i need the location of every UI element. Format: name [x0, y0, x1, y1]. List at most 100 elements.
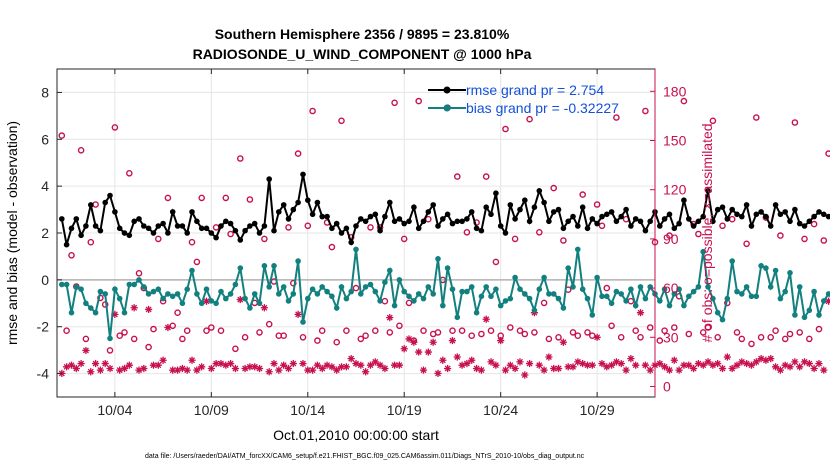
rmse-point	[198, 225, 205, 232]
possible-obs-point	[560, 237, 567, 244]
bias-point	[68, 309, 75, 316]
rmse-point	[541, 199, 547, 206]
bias-point	[295, 258, 301, 264]
possible-obs-point	[671, 324, 678, 331]
rmse-point	[440, 216, 446, 222]
bias-point	[401, 288, 408, 295]
assimilated-obs-point	[598, 359, 606, 368]
rmse-point	[483, 204, 490, 210]
assimilated-obs-point	[251, 363, 259, 371]
assimilated-obs-point	[72, 364, 80, 373]
rmse-point	[314, 199, 321, 206]
possible-obs-point	[256, 329, 263, 336]
assimilated-obs-point	[347, 355, 355, 363]
rmse-point	[92, 223, 99, 229]
rmse-point	[435, 223, 441, 229]
possible-obs-point	[772, 327, 779, 335]
assimilated-obs-point	[516, 358, 524, 366]
y2-tick-label: 150	[663, 133, 687, 149]
rmse-point	[324, 213, 330, 220]
assimilated-obs-point	[463, 359, 471, 368]
assimilated-obs-point	[357, 361, 365, 369]
bias-point	[763, 265, 769, 271]
possible-obs-point	[806, 335, 813, 343]
possible-obs-point	[506, 324, 514, 331]
bias-point	[198, 300, 205, 307]
bias-point	[517, 286, 523, 293]
possible-obs-point	[743, 240, 750, 248]
bias-point	[440, 302, 446, 309]
possible-obs-point	[261, 235, 268, 243]
bias-point	[642, 295, 649, 302]
rmse-point	[358, 216, 364, 222]
possible-obs-point	[646, 324, 654, 331]
bias-point	[208, 298, 215, 304]
bias-point	[796, 284, 803, 290]
bias-point	[358, 291, 364, 297]
possible-obs-point	[333, 338, 341, 346]
bias-point	[531, 307, 538, 314]
possible-obs-point	[453, 173, 461, 180]
bias-point	[179, 300, 186, 307]
possible-obs-point	[584, 329, 591, 336]
possible-obs-point	[531, 329, 538, 336]
possible-obs-point	[642, 107, 649, 115]
rmse-point	[671, 225, 678, 232]
possible-obs-point	[434, 329, 442, 336]
rmse-point	[121, 230, 128, 236]
assimilated-obs-point	[193, 366, 201, 374]
possible-obs-point	[198, 194, 205, 202]
possible-obs-point	[468, 332, 476, 340]
x-tick-label: 10/19	[387, 402, 422, 418]
possible-obs-point	[391, 99, 398, 107]
possible-obs-point	[77, 146, 85, 154]
rmse-point	[116, 225, 123, 232]
assimilated-obs-point	[487, 358, 495, 366]
bias-point	[604, 293, 610, 300]
assimilated-obs-point	[217, 359, 225, 368]
possible-obs-point	[265, 320, 273, 328]
rmse-point	[690, 223, 697, 229]
rmse-point	[68, 225, 75, 232]
rmse-point	[107, 192, 113, 199]
y-tick-label: 8	[41, 84, 49, 100]
bias-point	[271, 263, 277, 269]
legend-bias-label: bias grand pr = -0.32227	[466, 100, 619, 116]
bias-point	[136, 277, 142, 283]
assimilated-obs-point	[723, 353, 731, 361]
bias-point	[425, 284, 432, 290]
bias-point	[758, 263, 764, 269]
legend-rmse-label: rmse grand pr = 2.754	[466, 82, 604, 98]
bias-point	[362, 284, 369, 290]
bias-point	[348, 288, 355, 295]
assimilated-obs-point	[67, 361, 76, 369]
series-assimilated	[58, 295, 830, 379]
assimilated-obs-point	[526, 359, 534, 368]
assimilated-obs-point	[796, 363, 804, 371]
assimilated-obs-point	[492, 361, 500, 369]
rmse-point	[305, 197, 311, 203]
rmse-point	[478, 227, 485, 234]
rmse-point	[266, 176, 273, 182]
rmse-point	[353, 223, 359, 229]
possible-obs-point	[757, 333, 765, 341]
possible-obs-point	[781, 335, 789, 343]
possible-obs-point	[613, 114, 620, 121]
rmse-point	[203, 225, 210, 232]
possible-obs-point	[396, 322, 403, 330]
bias-point	[194, 291, 200, 297]
rmse-point	[218, 223, 224, 229]
possible-obs-point	[579, 191, 587, 198]
bias-point	[512, 274, 518, 281]
assimilated-obs-point	[482, 315, 490, 323]
rmse-point	[637, 218, 644, 225]
y2-tick-label: 90	[663, 231, 679, 247]
rmse-point	[686, 216, 692, 222]
assimilated-obs-point	[622, 366, 630, 374]
possible-obs-point	[63, 327, 70, 335]
rmse-point	[657, 223, 663, 229]
possible-obs-point	[695, 230, 702, 238]
bias-point	[666, 302, 673, 309]
assimilated-obs-point	[550, 364, 558, 373]
possible-obs-point	[126, 169, 133, 177]
